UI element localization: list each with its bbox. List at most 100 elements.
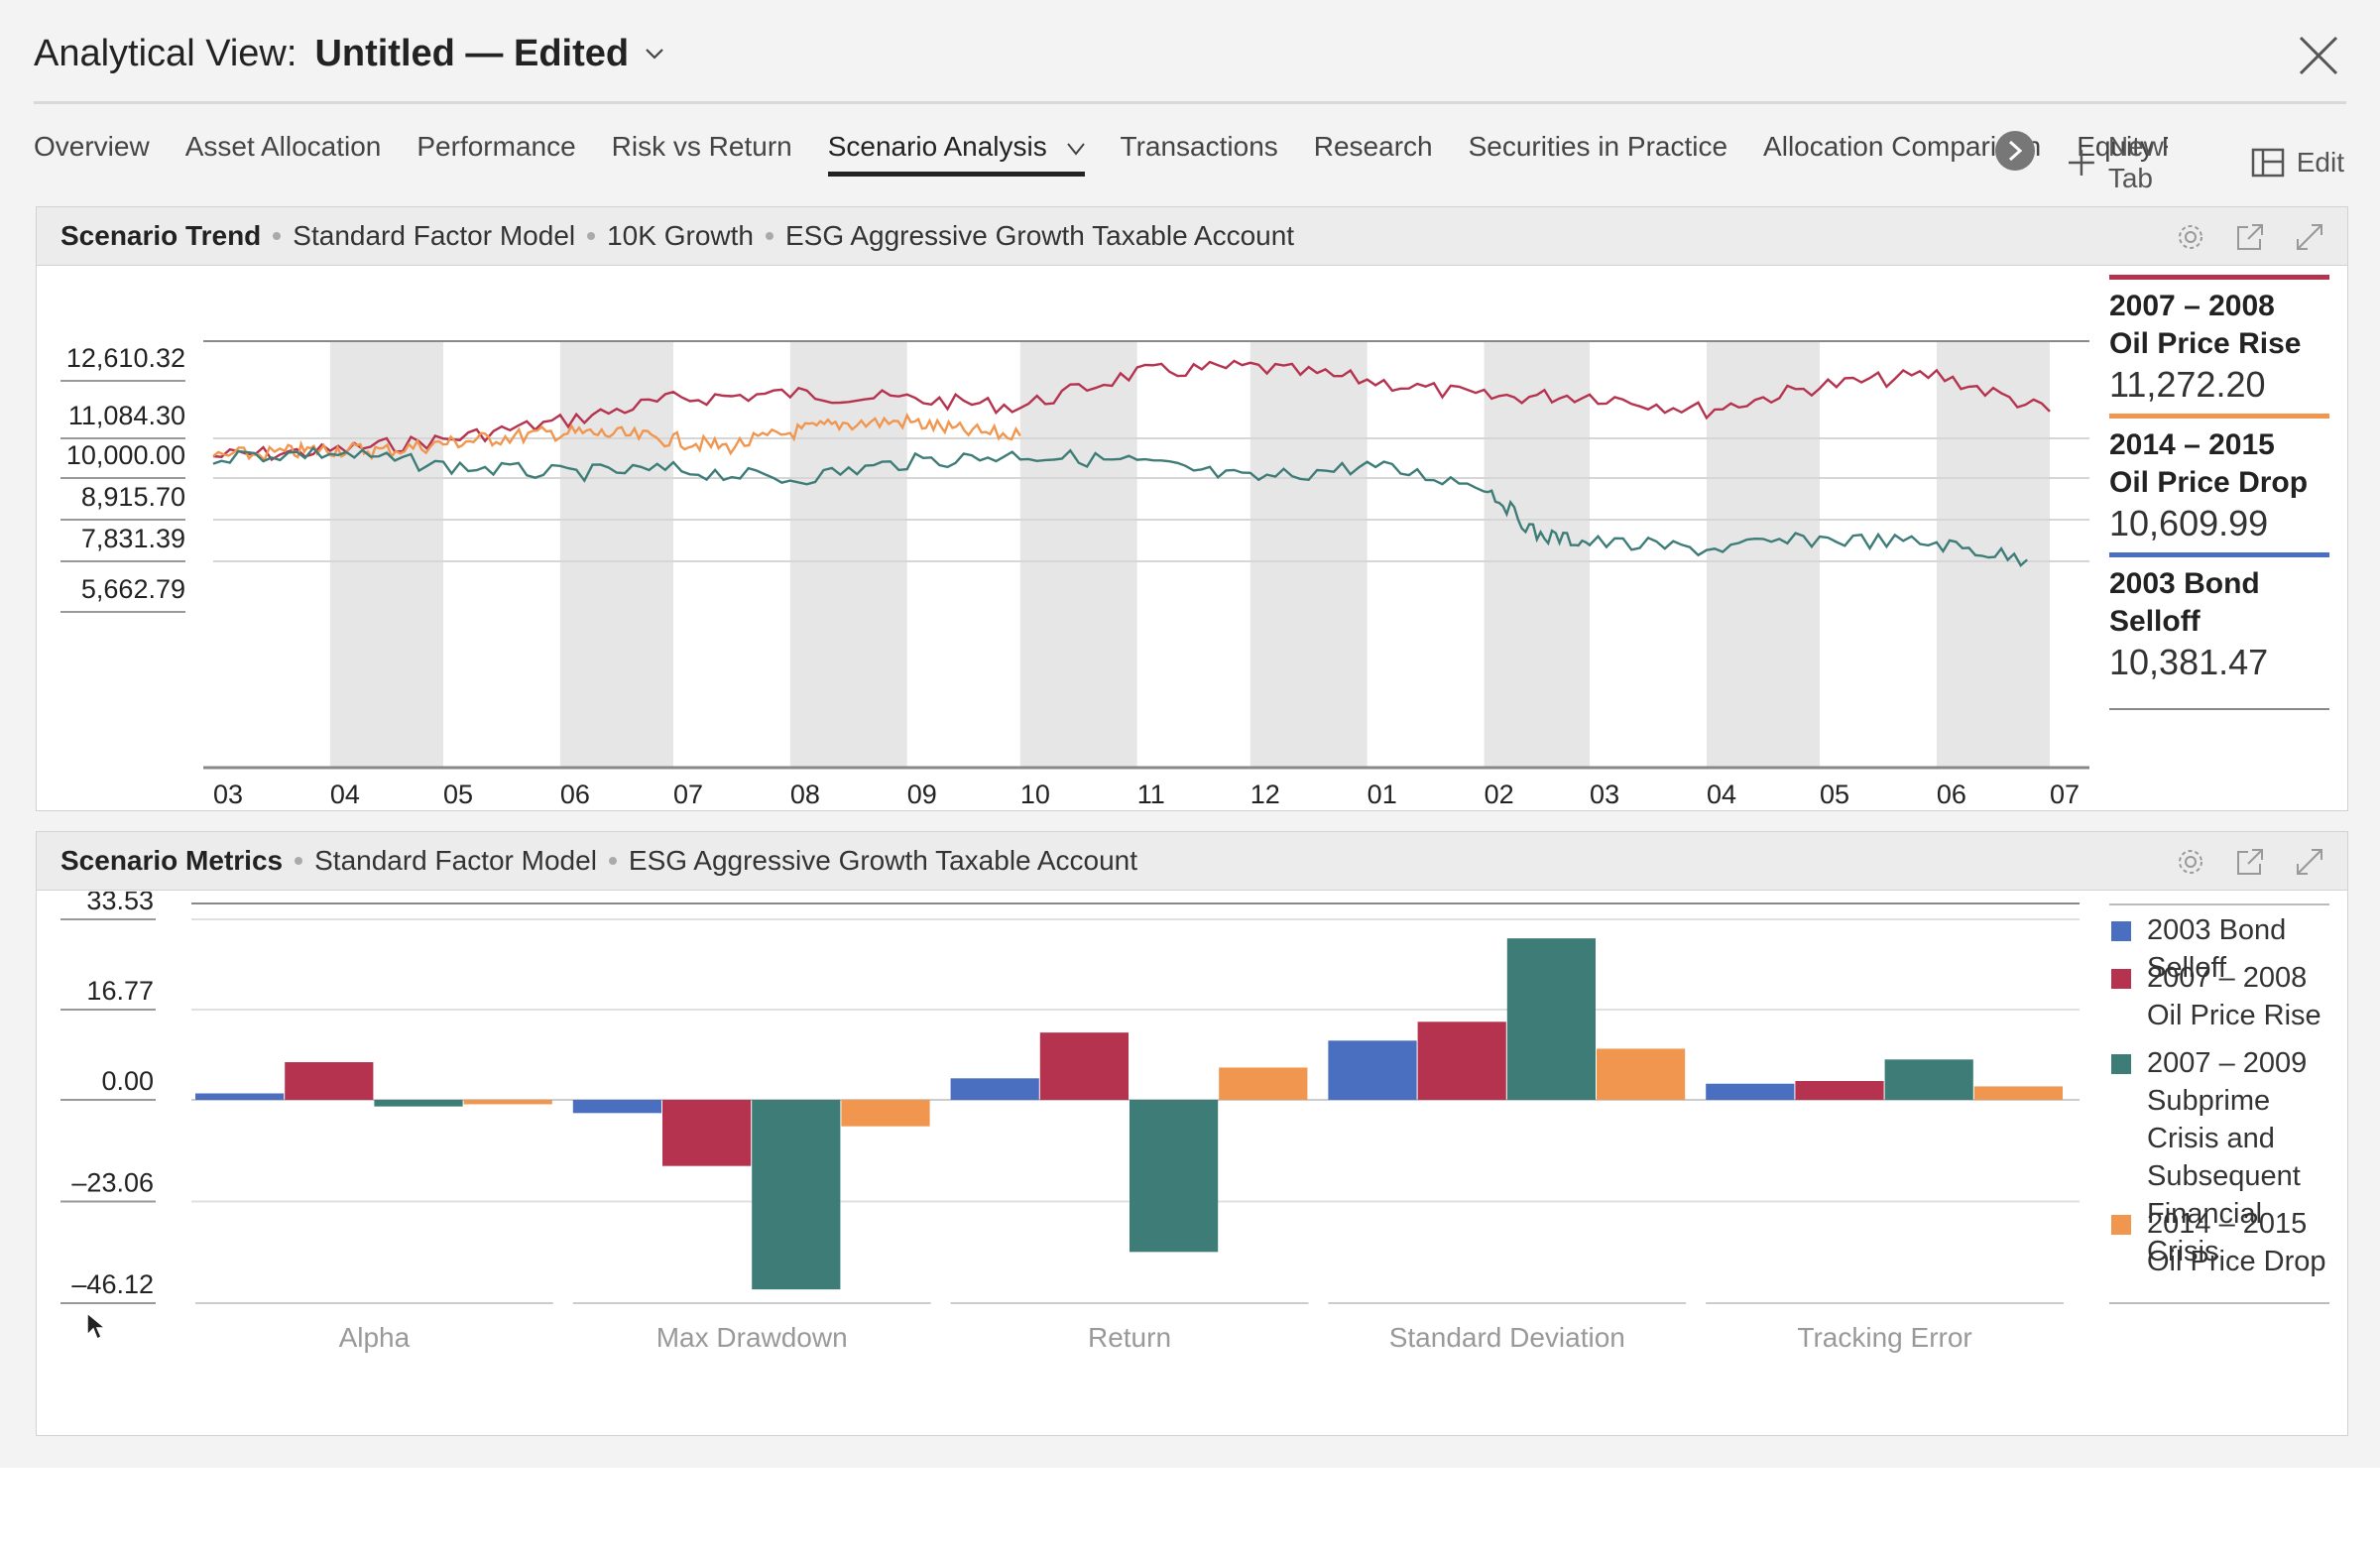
x-tick-label: 07 bbox=[2050, 780, 2080, 809]
series-line bbox=[212, 412, 1021, 463]
x-tick-label: 03 bbox=[213, 780, 243, 809]
legend-entry: 2014 – 2015 Oil Price Drop bbox=[2111, 1205, 2339, 1280]
legend-label: 2014 – 2015 Oil Price Drop bbox=[2147, 1208, 2326, 1277]
legend-name: 2007 – 2008 bbox=[2109, 290, 2275, 322]
scenario-metrics-header: Scenario Metrics Standard Factor Model E… bbox=[37, 832, 2347, 891]
category-label: Max Drawdown bbox=[656, 1322, 848, 1353]
tab-scenario-analysis-label: Scenario Analysis bbox=[827, 131, 1047, 162]
x-tick-label: 04 bbox=[1707, 780, 1736, 809]
legend-swatch bbox=[2111, 1054, 2131, 1074]
x-tick-label: 06 bbox=[560, 780, 590, 809]
panel-title: Scenario Metrics bbox=[60, 845, 284, 876]
tab-performance[interactable]: Performance bbox=[416, 131, 576, 162]
gear-icon[interactable] bbox=[2173, 219, 2208, 255]
plus-icon bbox=[2068, 150, 2094, 176]
x-tick-label: 05 bbox=[1820, 780, 1849, 809]
x-tick-label: 01 bbox=[1368, 780, 1397, 809]
separator-dot bbox=[295, 857, 303, 865]
breadcrumb-model: Standard Factor Model bbox=[314, 845, 597, 876]
new-tab-label: New Tab bbox=[2107, 131, 2164, 193]
layout-icon bbox=[2251, 148, 2284, 178]
x-tick-label: 04 bbox=[330, 780, 360, 809]
tab-scroll-right-button[interactable] bbox=[1995, 131, 2035, 171]
chevron-down-icon[interactable] bbox=[645, 44, 664, 63]
bar bbox=[662, 1100, 752, 1166]
legend-entry: 2003 Bond Selloff 10,381.47 bbox=[2109, 552, 2329, 684]
bar bbox=[1884, 1059, 1973, 1100]
category-label: Return bbox=[1088, 1322, 1171, 1353]
legend-name: Selloff bbox=[2109, 605, 2201, 638]
bar bbox=[1328, 1040, 1417, 1100]
popout-icon[interactable] bbox=[2232, 219, 2268, 255]
bar bbox=[950, 1078, 1039, 1100]
x-tick-label: 12 bbox=[1250, 780, 1280, 809]
tab-asset-allocation[interactable]: Asset Allocation bbox=[184, 131, 382, 162]
analytical-view-window: Analytical View: Untitled — Edited Overv… bbox=[0, 0, 2380, 1468]
gear-icon[interactable] bbox=[2173, 844, 2208, 880]
separator-dot bbox=[765, 232, 774, 240]
edit-button[interactable]: Edit bbox=[2251, 147, 2344, 179]
y-tick-label: 16.77 bbox=[86, 976, 154, 1006]
legend-value: 10,609.99 bbox=[2109, 503, 2269, 543]
scenario-trend-chart: 12,610.32 11,084.30 10,000.00 8,915.70 7,831… bbox=[60, 340, 2089, 809]
title-name: Untitled — Edited bbox=[314, 32, 630, 74]
bar bbox=[1795, 1081, 1884, 1100]
expand-icon[interactable] bbox=[2292, 844, 2327, 880]
window-title[interactable]: Analytical View: Untitled — Edited bbox=[34, 22, 664, 85]
month-band bbox=[559, 341, 673, 768]
legend-swatch bbox=[2111, 1215, 2131, 1235]
bar bbox=[752, 1100, 841, 1290]
month-band bbox=[1019, 341, 1137, 768]
x-tick-label: 07 bbox=[673, 780, 703, 809]
popout-icon[interactable] bbox=[2232, 844, 2268, 880]
month-band bbox=[1706, 341, 1821, 768]
category-label: Standard Deviation bbox=[1389, 1322, 1625, 1353]
legend-label: 2007 – 2009 Subprime Crisis and Subseque… bbox=[2147, 1047, 2308, 1267]
scenario-metrics-chart: 33.53 16.77 0.00 –23.06 –46.12 Alpha Max Drawd… bbox=[60, 892, 2080, 1353]
month-band bbox=[329, 341, 443, 768]
panel-title: Scenario Trend bbox=[60, 220, 262, 251]
tab-securities-in-practice[interactable]: Securities in Practice bbox=[1468, 131, 1728, 162]
legend-label: 2007 – 2008 Oil Price Rise bbox=[2147, 962, 2321, 1031]
tab-equity[interactable]: Equity F bbox=[2077, 131, 2168, 162]
close-icon[interactable] bbox=[2297, 34, 2340, 77]
title-prefix: Analytical View: bbox=[34, 32, 298, 74]
bar bbox=[1706, 1083, 1795, 1100]
bar bbox=[1039, 1032, 1129, 1100]
tab-scenario-analysis[interactable]: Scenario Analysis bbox=[827, 131, 1085, 177]
expand-icon[interactable] bbox=[2292, 219, 2327, 255]
bar bbox=[1973, 1086, 2063, 1100]
chevron-right-icon bbox=[2008, 140, 2023, 162]
y-tick-label: 33.53 bbox=[86, 892, 154, 915]
legend-name: Oil Price Drop bbox=[2109, 466, 2309, 499]
legend-entry: 2007 – 2009 Subprime Crisis and Subseque… bbox=[2111, 1044, 2339, 1270]
bar bbox=[1506, 938, 1596, 1100]
bar bbox=[195, 1093, 285, 1100]
legend-color-bar bbox=[2109, 275, 2329, 280]
new-tab-button[interactable]: New Tab bbox=[2067, 131, 2215, 194]
legend-color-bar bbox=[2109, 552, 2329, 557]
tab-research[interactable]: Research bbox=[1313, 131, 1433, 162]
series-line bbox=[212, 445, 2028, 567]
edit-label: Edit bbox=[2296, 147, 2344, 178]
bar bbox=[1219, 1067, 1308, 1100]
y-tick-label: –46.12 bbox=[71, 1269, 154, 1299]
x-tick-label: 08 bbox=[790, 780, 820, 809]
y-tick-label: 11,084.30 bbox=[68, 401, 185, 430]
y-tick-label: 8,915.70 bbox=[81, 482, 185, 512]
tab-overview[interactable]: Overview bbox=[34, 131, 150, 162]
tab-allocation-comparison[interactable]: Allocation Comparison bbox=[1763, 131, 2042, 162]
bar bbox=[1597, 1048, 1686, 1100]
y-tick-label: 7,831.39 bbox=[81, 524, 185, 553]
legend-name: 2014 – 2015 bbox=[2109, 428, 2275, 461]
tab-risk-vs-return[interactable]: Risk vs Return bbox=[611, 131, 792, 162]
panel-toolbar bbox=[2149, 844, 2327, 880]
x-tick-label: 09 bbox=[907, 780, 937, 809]
chevron-down-icon[interactable] bbox=[1066, 142, 1085, 156]
tab-transactions[interactable]: Transactions bbox=[1120, 131, 1278, 162]
x-tick-label: 02 bbox=[1485, 780, 1514, 809]
legend-entry: 2003 Bond Selloff bbox=[2111, 911, 2339, 987]
breadcrumb-account: ESG Aggressive Growth Taxable Account bbox=[628, 845, 1138, 876]
legend-value: 10,381.47 bbox=[2109, 642, 2269, 682]
legend-color-bar bbox=[2109, 414, 2329, 419]
